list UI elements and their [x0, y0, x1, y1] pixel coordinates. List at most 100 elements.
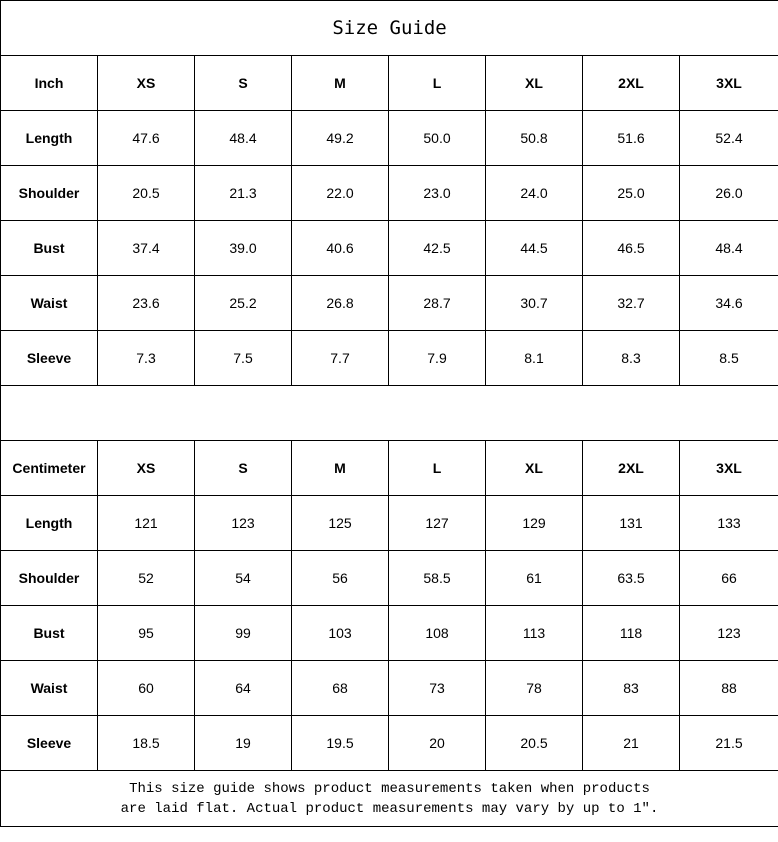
row-label: Sleeve [0, 715, 98, 771]
value-cell: 7.5 [194, 330, 292, 386]
size-header: 3XL [678, 440, 778, 496]
value-cell: 49.2 [291, 110, 389, 166]
value-cell: 123 [678, 605, 778, 661]
size-header: S [194, 440, 292, 496]
title-row: Size Guide [0, 0, 778, 56]
value-cell: 113 [485, 605, 583, 661]
value-cell: 68 [291, 660, 389, 716]
value-cell: 8.5 [678, 330, 778, 386]
value-cell: 61 [485, 550, 583, 606]
value-cell: 39.0 [194, 220, 292, 276]
value-cell: 123 [194, 495, 292, 551]
table-row: Bust 37.4 39.0 40.6 42.5 44.5 46.5 48.4 [0, 220, 778, 276]
unit-header: Centimeter [0, 440, 98, 496]
row-label: Sleeve [0, 330, 98, 386]
size-header: 3XL [678, 55, 778, 111]
value-cell: 7.9 [388, 330, 486, 386]
value-cell: 37.4 [97, 220, 195, 276]
row-label: Bust [0, 220, 98, 276]
size-header: XL [485, 55, 583, 111]
row-label: Bust [0, 605, 98, 661]
size-header: XS [97, 440, 195, 496]
value-cell: 18.5 [97, 715, 195, 771]
size-header: L [388, 440, 486, 496]
value-cell: 131 [582, 495, 680, 551]
value-cell: 73 [388, 660, 486, 716]
value-cell: 25.2 [194, 275, 292, 331]
value-cell: 95 [97, 605, 195, 661]
value-cell: 26.8 [291, 275, 389, 331]
value-cell: 19.5 [291, 715, 389, 771]
table-row: Bust 95 99 103 108 113 118 123 [0, 605, 778, 661]
size-header: M [291, 440, 389, 496]
note-line-2: are laid flat. Actual product measuremen… [120, 800, 659, 817]
value-cell: 23.0 [388, 165, 486, 221]
table-row: Waist 60 64 68 73 78 83 88 [0, 660, 778, 716]
value-cell: 24.0 [485, 165, 583, 221]
value-cell: 83 [582, 660, 680, 716]
row-label: Shoulder [0, 550, 98, 606]
value-cell: 50.8 [485, 110, 583, 166]
value-cell: 21 [582, 715, 680, 771]
note-line-1: This size guide shows product measuremen… [129, 780, 650, 797]
note-row: This size guide shows product measuremen… [0, 770, 778, 827]
table-row: Shoulder 52 54 56 58.5 61 63.5 66 [0, 550, 778, 606]
value-cell: 7.3 [97, 330, 195, 386]
value-cell: 121 [97, 495, 195, 551]
table-row: Length 47.6 48.4 49.2 50.0 50.8 51.6 52.4 [0, 110, 778, 166]
row-label: Waist [0, 275, 98, 331]
table-row: Shoulder 20.5 21.3 22.0 23.0 24.0 25.0 26.0 [0, 165, 778, 221]
size-header: S [194, 55, 292, 111]
value-cell: 54 [194, 550, 292, 606]
value-cell: 23.6 [97, 275, 195, 331]
table-row: Length 121 123 125 127 129 131 133 [0, 495, 778, 551]
value-cell: 52 [97, 550, 195, 606]
size-header: XL [485, 440, 583, 496]
value-cell: 52.4 [678, 110, 778, 166]
value-cell: 32.7 [582, 275, 680, 331]
value-cell: 66 [678, 550, 778, 606]
value-cell: 60 [97, 660, 195, 716]
value-cell: 20 [388, 715, 486, 771]
value-cell: 64 [194, 660, 292, 716]
spacer-cell [0, 385, 778, 441]
value-cell: 20.5 [97, 165, 195, 221]
value-cell: 8.3 [582, 330, 680, 386]
value-cell: 46.5 [582, 220, 680, 276]
page-title: Size Guide [0, 0, 778, 56]
value-cell: 8.1 [485, 330, 583, 386]
value-cell: 28.7 [388, 275, 486, 331]
value-cell: 63.5 [582, 550, 680, 606]
table-row: Sleeve 7.3 7.5 7.7 7.9 8.1 8.3 8.5 [0, 330, 778, 386]
value-cell: 40.6 [291, 220, 389, 276]
value-cell: 21.3 [194, 165, 292, 221]
size-header: XS [97, 55, 195, 111]
row-label: Shoulder [0, 165, 98, 221]
value-cell: 25.0 [582, 165, 680, 221]
value-cell: 19 [194, 715, 292, 771]
size-header: L [388, 55, 486, 111]
size-header: 2XL [582, 440, 680, 496]
spacer-row [0, 385, 778, 441]
value-cell: 26.0 [678, 165, 778, 221]
value-cell: 129 [485, 495, 583, 551]
size-header: M [291, 55, 389, 111]
value-cell: 133 [678, 495, 778, 551]
header-row: Centimeter XS S M L XL 2XL 3XL [0, 440, 778, 496]
table-row: Sleeve 18.5 19 19.5 20 20.5 21 21.5 [0, 715, 778, 771]
value-cell: 56 [291, 550, 389, 606]
value-cell: 58.5 [388, 550, 486, 606]
row-label: Waist [0, 660, 98, 716]
value-cell: 51.6 [582, 110, 680, 166]
value-cell: 78 [485, 660, 583, 716]
value-cell: 48.4 [678, 220, 778, 276]
value-cell: 103 [291, 605, 389, 661]
value-cell: 118 [582, 605, 680, 661]
value-cell: 88 [678, 660, 778, 716]
value-cell: 125 [291, 495, 389, 551]
value-cell: 30.7 [485, 275, 583, 331]
value-cell: 22.0 [291, 165, 389, 221]
row-label: Length [0, 495, 98, 551]
unit-header: Inch [0, 55, 98, 111]
